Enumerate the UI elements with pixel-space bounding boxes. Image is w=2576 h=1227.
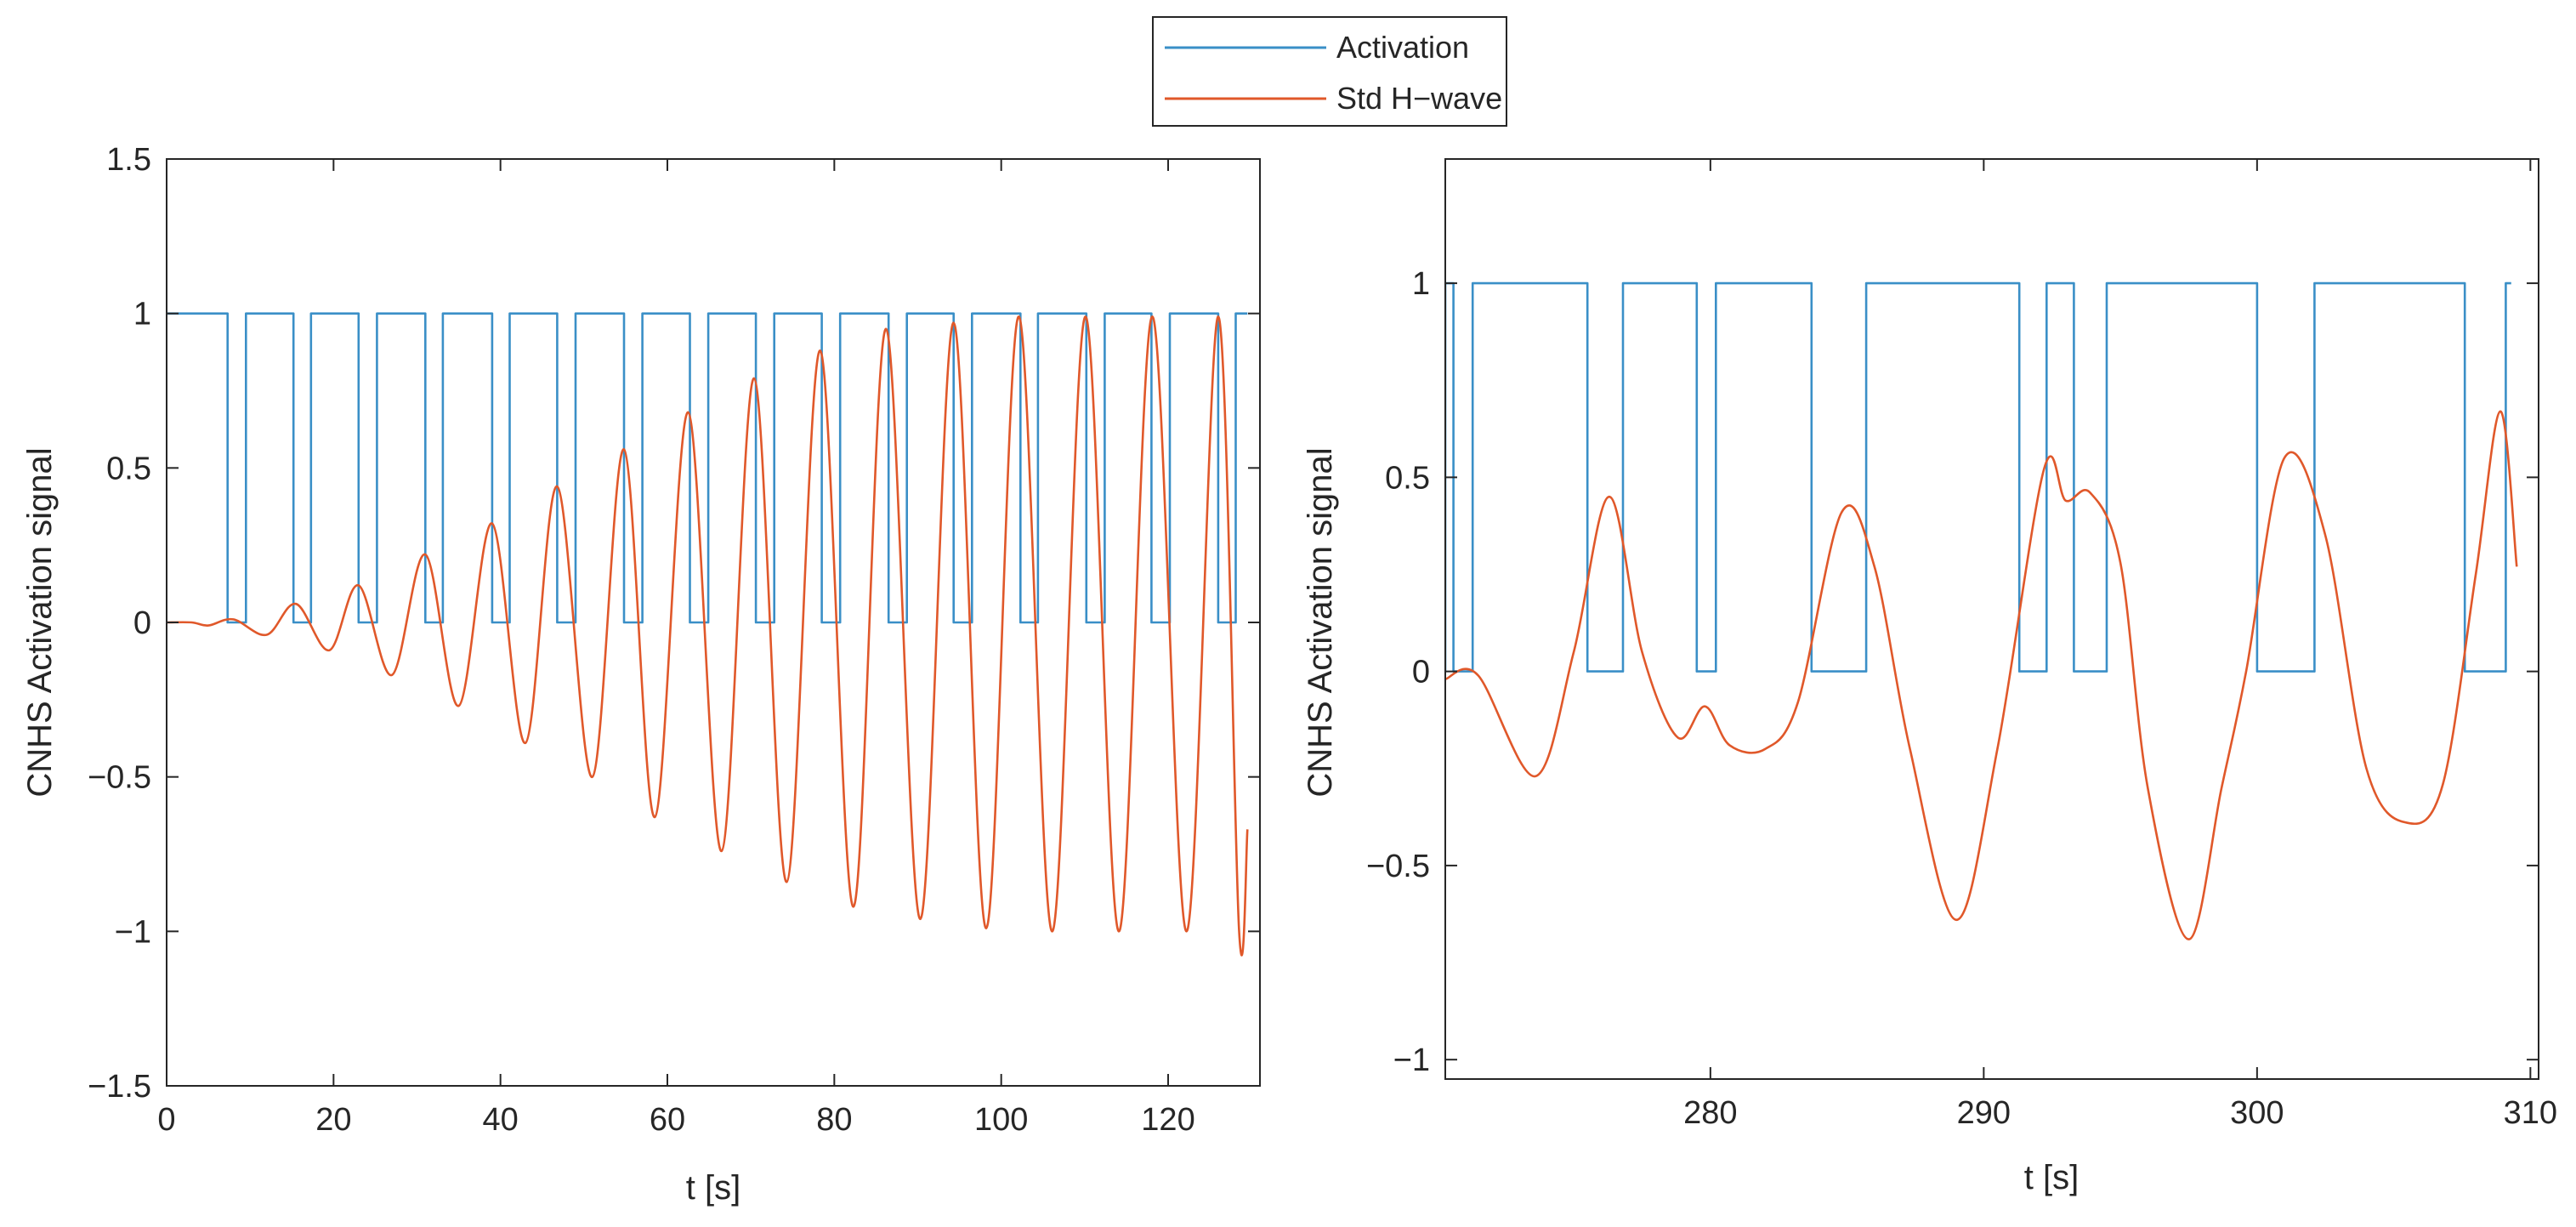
left-y-tick-label: −1 bbox=[115, 914, 151, 950]
right-series-line-std-h-wave bbox=[1445, 410, 2518, 940]
right-x-tick-label: 290 bbox=[1957, 1095, 2011, 1131]
legend-label-std-h-wave: Std H−wave bbox=[1336, 81, 1502, 116]
left-x-tick-label: 100 bbox=[974, 1102, 1028, 1138]
left-x-tick-label: 20 bbox=[315, 1102, 351, 1138]
right-x-tick-label: 310 bbox=[2504, 1095, 2557, 1131]
right-y-tick-label: 0.5 bbox=[1385, 460, 1430, 496]
right-plot-area bbox=[1445, 281, 2518, 940]
right-plot-panel: 280 290 300 310 1 0.5 0 −0.5 −1 t [s] CNHS Activ… bbox=[1302, 158, 2557, 1196]
left-y-tick-label: 0.5 bbox=[106, 451, 151, 486]
right-y-tick-label: −0.5 bbox=[1366, 849, 1430, 884]
left-x-tick-label: 80 bbox=[816, 1102, 852, 1138]
legend: Activation Std H−wave bbox=[1152, 16, 1507, 127]
legend-label-activation: Activation bbox=[1336, 30, 1469, 65]
left-plot-area bbox=[167, 312, 1249, 957]
left-y-tick-label: −0.5 bbox=[88, 760, 151, 796]
left-x-tick-label: 60 bbox=[650, 1102, 685, 1138]
left-y-axis-label: CNHS Activation signal bbox=[21, 447, 59, 797]
legend-box bbox=[1152, 16, 1507, 127]
left-series-line-activation bbox=[167, 312, 1248, 624]
left-x-tick-label: 0 bbox=[157, 1102, 175, 1138]
left-y-tick-label: 0 bbox=[133, 605, 151, 641]
right-y-tick-label: −1 bbox=[1393, 1042, 1430, 1078]
left-y-tick-label: −1.5 bbox=[88, 1069, 151, 1105]
right-x-axis-label: t [s] bbox=[2024, 1159, 2079, 1196]
left-y-tick-label: 1 bbox=[133, 297, 151, 332]
left-series-line-std-h-wave bbox=[167, 315, 1249, 957]
right-ticks: 280 290 300 310 1 0.5 0 −0.5 −1 bbox=[1366, 159, 2557, 1131]
left-x-tick-label: 120 bbox=[1141, 1102, 1194, 1138]
right-series-line-activation bbox=[1445, 281, 2511, 673]
right-axes-frame bbox=[1444, 158, 2539, 1080]
left-x-tick-label: 40 bbox=[483, 1102, 519, 1138]
right-y-axis-label: CNHS Activation signal bbox=[1302, 447, 1339, 797]
left-ticks: 0 20 40 60 80 100 120 1.5 1 0.5 0 −0.5 −1 −1.5 bbox=[88, 142, 1260, 1138]
right-y-tick-label: 1 bbox=[1412, 266, 1430, 302]
left-y-tick-label: 1.5 bbox=[106, 142, 151, 178]
left-x-axis-label: t [s] bbox=[686, 1169, 740, 1207]
right-y-tick-label: 0 bbox=[1412, 655, 1430, 690]
right-x-tick-label: 280 bbox=[1683, 1095, 1737, 1131]
right-x-tick-label: 300 bbox=[2230, 1095, 2284, 1131]
